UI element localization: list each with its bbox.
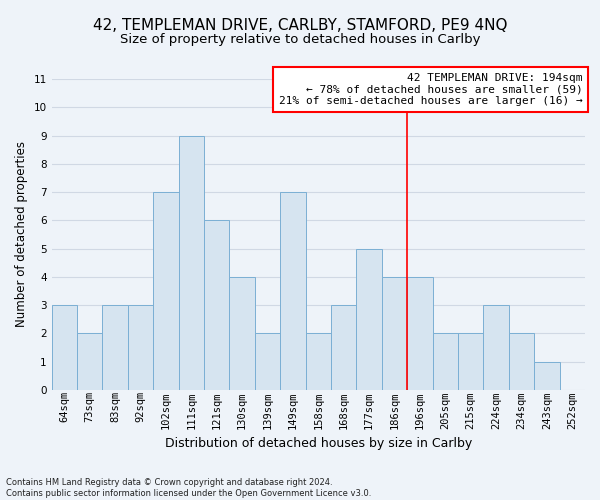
Bar [153,192,179,390]
Text: Size of property relative to detached houses in Carlby: Size of property relative to detached ho… [120,32,480,46]
Bar [179,136,204,390]
Bar [204,220,229,390]
Text: 42, TEMPLEMAN DRIVE, CARLBY, STAMFORD, PE9 4NQ: 42, TEMPLEMAN DRIVE, CARLBY, STAMFORD, P… [93,18,507,32]
Bar [128,305,153,390]
Bar [255,334,280,390]
Bar [382,277,407,390]
Text: 42 TEMPLEMAN DRIVE: 194sqm
← 78% of detached houses are smaller (59)
21% of semi: 42 TEMPLEMAN DRIVE: 194sqm ← 78% of deta… [278,73,583,106]
Bar [331,305,356,390]
Y-axis label: Number of detached properties: Number of detached properties [15,142,28,328]
Bar [407,277,433,390]
Bar [356,248,382,390]
Bar [103,305,128,390]
Bar [229,277,255,390]
Bar [458,334,484,390]
Text: Contains HM Land Registry data © Crown copyright and database right 2024.
Contai: Contains HM Land Registry data © Crown c… [6,478,371,498]
Bar [305,334,331,390]
Bar [52,305,77,390]
Bar [484,305,509,390]
Bar [77,334,103,390]
Bar [509,334,534,390]
Bar [534,362,560,390]
Bar [280,192,305,390]
X-axis label: Distribution of detached houses by size in Carlby: Distribution of detached houses by size … [165,437,472,450]
Bar [433,334,458,390]
